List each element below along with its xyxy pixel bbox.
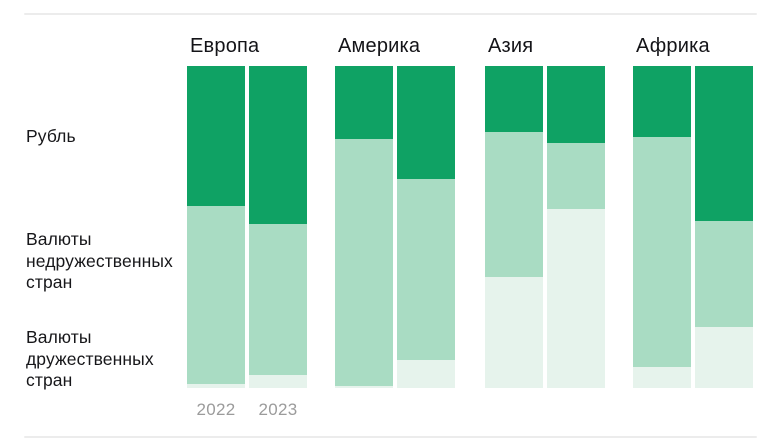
bar-segment (397, 179, 455, 360)
bar-segment (485, 277, 543, 388)
stacked-bar-2023 (547, 66, 605, 388)
bar-segment (695, 220, 753, 328)
row-label-friendly-currencies: Валюты дружественных стран (26, 327, 154, 391)
row-label-unfriendly-currencies: Валюты недружественных стран (26, 229, 173, 293)
bar-segment (485, 132, 543, 278)
year-label: 2022 (196, 400, 236, 419)
bar-segment (249, 66, 307, 224)
stacked-bar-2023 (695, 66, 753, 388)
region-title: Африка (636, 35, 710, 57)
top-divider (24, 13, 757, 15)
bar-segment (485, 66, 543, 132)
stacked-bar-2023 (397, 66, 455, 388)
stacked-bar-2022 (187, 66, 245, 388)
stacked-bar-2022 (485, 66, 543, 388)
bar-segment (397, 359, 455, 388)
bar-segment (397, 66, 455, 180)
bar-segment (249, 223, 307, 376)
bar-segment (633, 136, 691, 368)
bar-segment (187, 383, 245, 388)
bar-segment (695, 66, 753, 221)
stacked-bar-2022 (335, 66, 393, 388)
bar-segment (187, 206, 245, 384)
bar-segment (187, 66, 245, 207)
year-label: 2023 (258, 400, 298, 419)
bar-segment (335, 66, 393, 140)
stacked-bar-2022 (633, 66, 691, 388)
row-label-ruble: Рубль (26, 126, 76, 146)
region-title: Америка (338, 35, 421, 57)
bar-segment (547, 143, 605, 210)
bar-segment (633, 367, 691, 388)
bar-segment (547, 66, 605, 144)
bar-segment (633, 66, 691, 137)
bottom-divider (24, 436, 757, 438)
bar-segment (695, 327, 753, 388)
bar-segment (547, 209, 605, 388)
bar-segment (335, 386, 393, 388)
region-title: Европа (190, 35, 260, 57)
stacked-bar-2023 (249, 66, 307, 388)
bar-segment (335, 139, 393, 387)
region-title: Азия (488, 35, 534, 57)
bar-segment (249, 375, 307, 388)
